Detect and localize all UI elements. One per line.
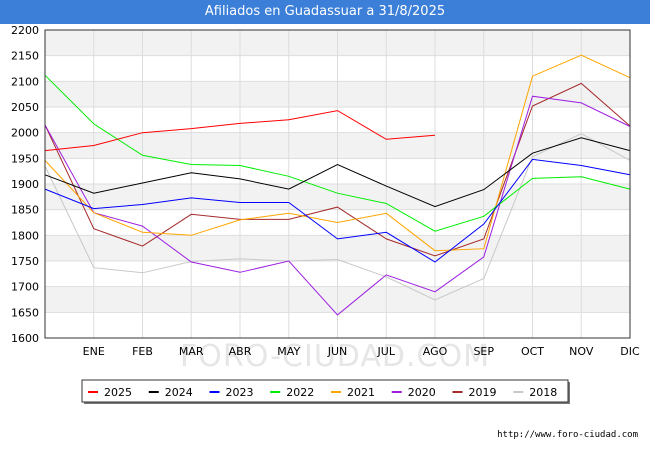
legend-box xyxy=(81,379,569,403)
y-tick-label: 2200 xyxy=(11,24,39,37)
x-tick-label: JUN xyxy=(327,345,348,358)
y-axis-ticks: 1600 1650 1700 1750 1800 1850 1900 1950 2000 2050… xyxy=(11,24,39,345)
series-line-2023 xyxy=(44,158,631,263)
series-line-2018 xyxy=(44,133,631,301)
y-tick-label: 2000 xyxy=(11,127,39,140)
x-tick-label: AGO xyxy=(423,345,448,358)
series-line-2025 xyxy=(44,110,436,152)
y-tick-label: 1900 xyxy=(11,178,39,191)
y-tick-label: 1950 xyxy=(11,152,39,165)
y-tick-label: 1850 xyxy=(11,204,39,217)
series-line-2021 xyxy=(44,54,631,252)
y-tick-label: 2100 xyxy=(11,75,39,88)
x-tick-label: DIC xyxy=(620,345,640,358)
x-tick-label: JUL xyxy=(377,345,396,358)
y-tick-label: 1650 xyxy=(11,306,39,319)
y-tick-label: 1700 xyxy=(11,281,39,294)
legend-label-2018: 2018 xyxy=(529,386,557,399)
y-tick-label: 2050 xyxy=(11,101,39,114)
y-tick-label: 1600 xyxy=(11,332,39,345)
series-line-2024 xyxy=(44,137,631,208)
chart-title: Afiliados en Guadassuar a 31/8/2025 xyxy=(0,0,650,24)
plot-frame xyxy=(44,29,631,339)
x-tick-label: ENE xyxy=(83,345,105,358)
x-tick-label: SEP xyxy=(473,345,494,358)
source-url: http://www.foro-ciudad.com xyxy=(497,430,638,440)
legend-label-2022: 2022 xyxy=(286,386,314,399)
legend-label-2021: 2021 xyxy=(347,386,375,399)
legend-label-2025: 2025 xyxy=(104,386,132,399)
x-tick-label: OCT xyxy=(521,345,544,358)
x-tick-label: ABR xyxy=(229,345,252,358)
y-tick-label: 1750 xyxy=(11,255,39,268)
legend-label-2023: 2023 xyxy=(226,386,254,399)
x-tick-label: MAY xyxy=(277,345,300,358)
series-line-2020 xyxy=(44,95,631,316)
x-axis-ticks: ENE FEB MAR ABR MAY JUN JUL AGO SEP OCT NOV DIC xyxy=(83,345,640,358)
legend-label-2024: 2024 xyxy=(165,386,193,399)
series-line-2022 xyxy=(44,74,631,232)
legend-label-2019: 2019 xyxy=(469,386,497,399)
y-tick-label: 2150 xyxy=(11,50,39,63)
legend: 2025 2024 2023 2022 2021 2020 2019 2018 xyxy=(81,379,570,404)
y-tick-label: 1800 xyxy=(11,229,39,242)
series-line-2019 xyxy=(44,82,631,257)
x-tick-label: NOV xyxy=(569,345,594,358)
x-tick-label: MAR xyxy=(179,345,204,358)
x-tick-label: FEB xyxy=(132,345,153,358)
legend-label-2020: 2020 xyxy=(408,386,436,399)
watermark-text: FORO-CIUDAD.COM xyxy=(180,339,490,374)
series-lines xyxy=(44,54,631,316)
